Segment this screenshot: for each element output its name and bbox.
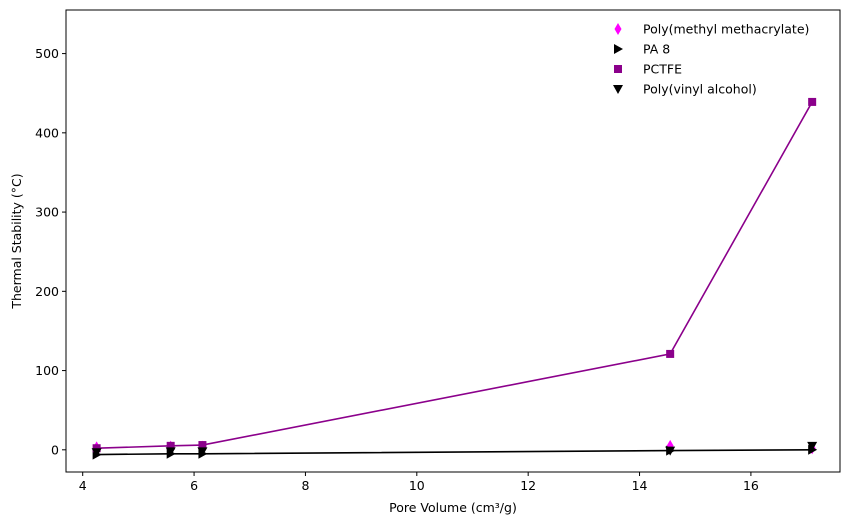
data-point-pctfe [808,97,817,106]
x-tick-label: 16 [743,478,759,493]
x-axis-label: Pore Volume (cm³/g) [389,500,517,515]
x-tick-label: 10 [409,478,425,493]
legend-label-poly-vinyl-alcohol: Poly(vinyl alcohol) [643,82,757,97]
legend-label-pa-8: PA 8 [643,42,670,57]
data-point-poly-vinyl-alcohol [807,441,818,451]
legend-marker-pctfe [614,65,622,73]
legend-label-pctfe: PCTFE [643,62,682,77]
y-axis-label: Thermal Stability (°C) [9,173,24,309]
plot-frame [65,9,841,473]
x-tick-label: 4 [79,478,87,493]
y-axis-ticks: 0 100 200 300 400 500 [35,46,66,457]
y-tick-label: 400 [35,125,59,140]
y-tick-label: 0 [51,442,59,457]
x-axis-ticks: 4 6 8 10 12 14 16 [79,472,759,493]
legend-marker-poly-vinyl-alcohol [613,85,623,94]
legend: Poly(methyl methacrylate) PA 8 PCTFE Poly(v… [613,22,809,97]
x-tick-label: 12 [520,478,536,493]
legend-marker-pa-8 [614,44,623,54]
y-tick-label: 500 [35,46,59,61]
data-point-pctfe [666,349,675,358]
data-point-poly-vinyl-alcohol [91,448,102,458]
series-line-pctfe [96,101,813,450]
series-markers [91,97,818,460]
legend-marker-poly-methyl-methacrylate [614,23,622,35]
data-point-pctfe [166,441,175,450]
legend-label-poly-methyl-methacrylate: Poly(methyl methacrylate) [643,22,809,37]
data-point-pctfe [198,441,207,450]
y-tick-label: 300 [35,205,59,220]
data-point-poly-vinyl-alcohol [665,446,676,456]
data-point-poly-vinyl-alcohol [165,447,176,457]
data-point-poly-vinyl-alcohol [197,447,208,457]
series-lines [96,101,813,456]
x-tick-label: 8 [301,478,309,493]
x-tick-label: 6 [190,478,198,493]
y-tick-label: 100 [35,363,59,378]
x-tick-label: 14 [632,478,648,493]
y-tick-label: 200 [35,284,59,299]
